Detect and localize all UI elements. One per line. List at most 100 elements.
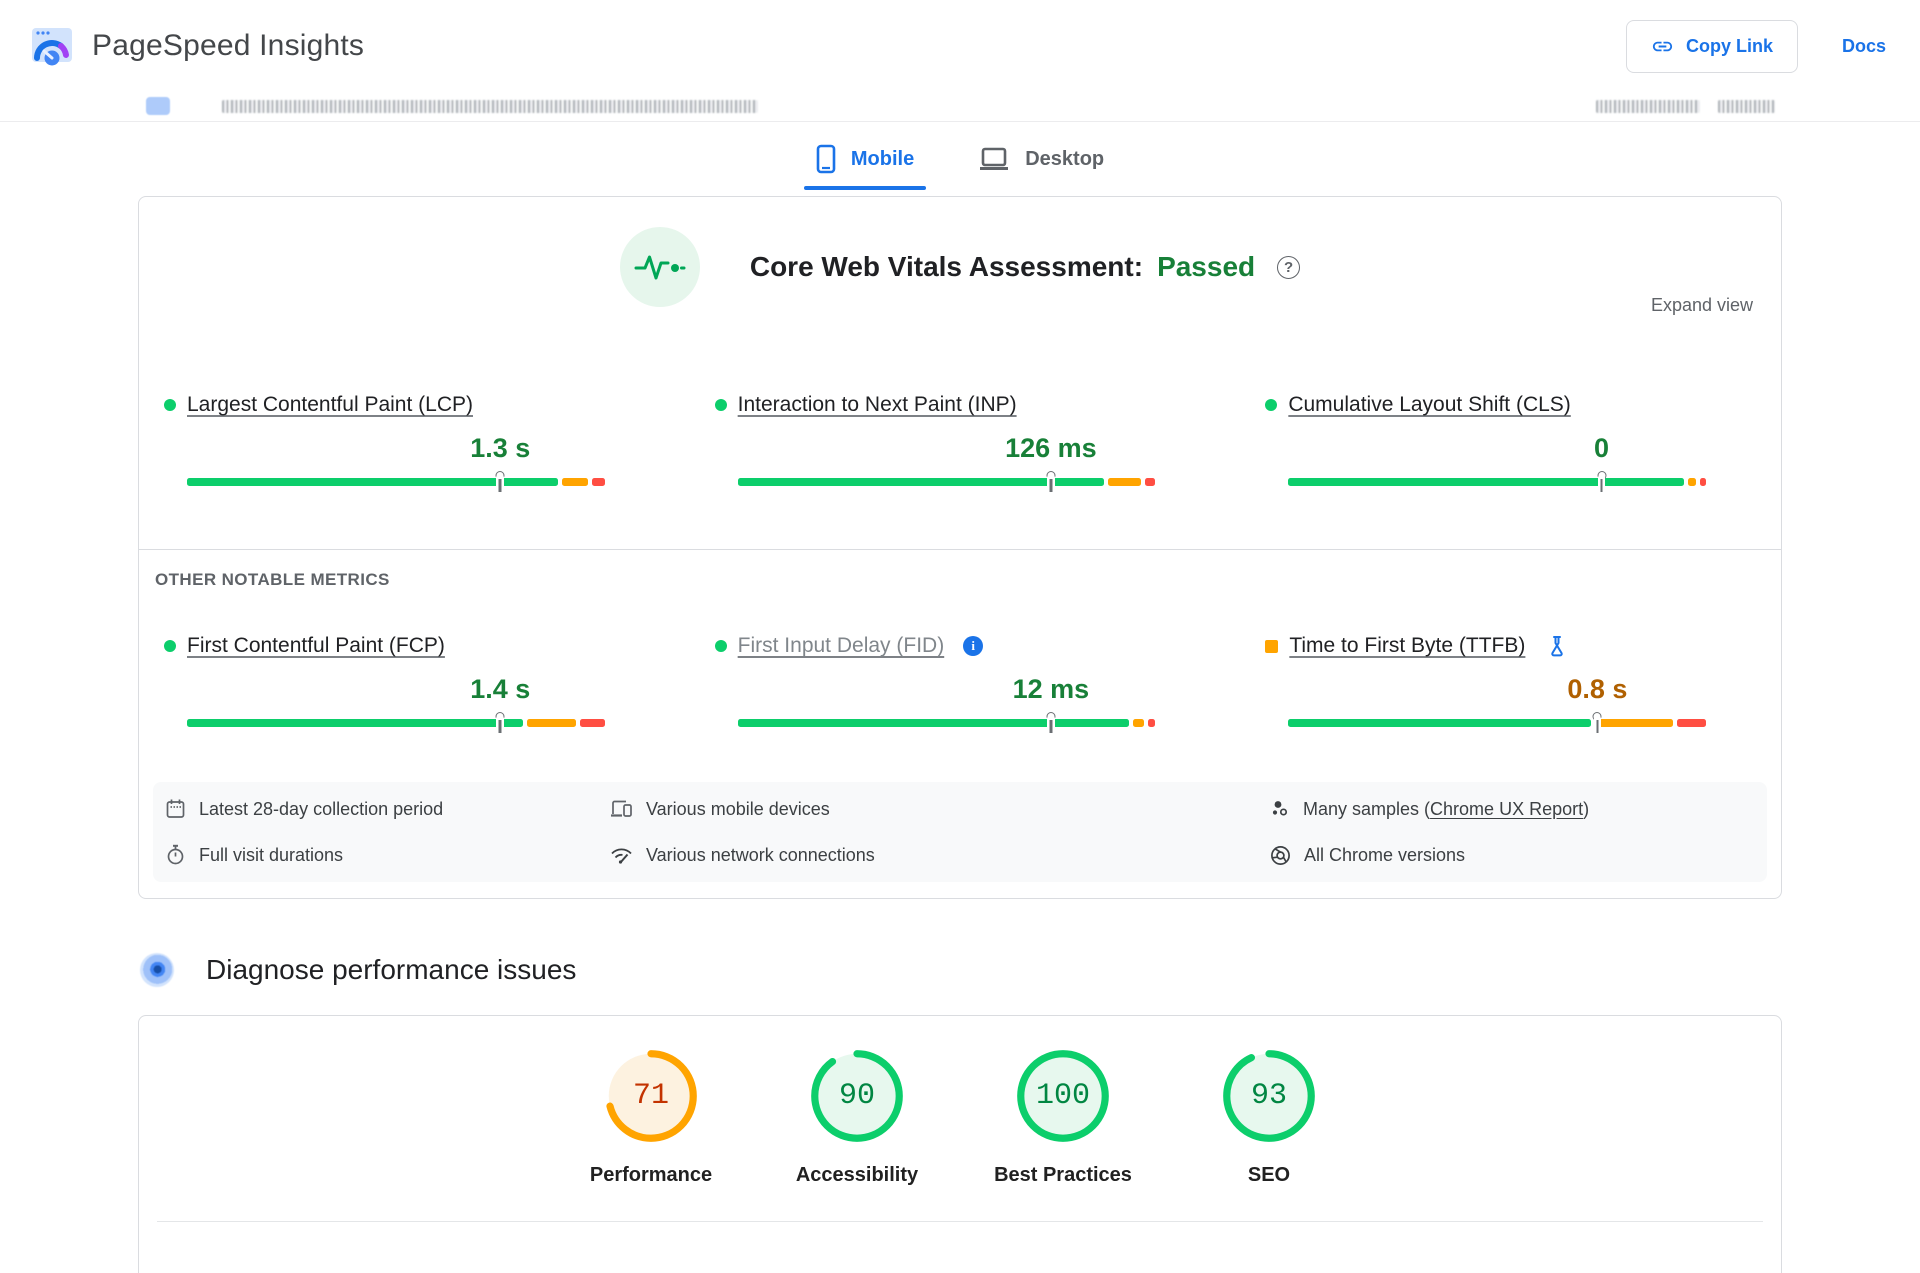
diagnose-heading: Diagnose performance issues: [206, 954, 577, 985]
devices-icon: [611, 800, 632, 817]
cwv-heading: Core Web Vitals Assessment:: [749, 251, 1144, 282]
samples-icon: [1272, 801, 1288, 816]
metric-cls-marker: [1597, 471, 1607, 492]
ttfb-experiment-flask-icon[interactable]: [1546, 634, 1568, 658]
desktop-laptop-icon: [978, 146, 1010, 172]
metric-fcp-bar: [187, 719, 605, 727]
performance-label: Performance: [589, 1164, 713, 1186]
cwv-pulse-icon: [619, 227, 700, 307]
tab-mobile[interactable]: Mobile: [798, 134, 932, 190]
note-chrome-versions: All Chrome versions: [1270, 844, 1767, 866]
redacted-url-text: [222, 100, 758, 113]
metric-fcp-value: 1.4 s: [470, 674, 531, 704]
gauge-seo[interactable]: 93 SEO: [1174, 1048, 1364, 1187]
metric-fid-bar: [737, 719, 1156, 727]
app-header: PageSpeed Insights Copy Link Docs: [0, 0, 1920, 92]
metric-lcp-value: 1.3 s: [470, 433, 531, 463]
seo-score: 93: [1250, 1079, 1287, 1113]
note-suffix: ): [1583, 798, 1590, 819]
metric-cls-bar: [1288, 478, 1706, 486]
note-text: All Chrome versions: [1304, 844, 1466, 865]
note-prefix: Many samples (: [1303, 798, 1431, 819]
stopwatch-icon: [167, 844, 184, 865]
metric-fid-link[interactable]: First Input Delay (FID): [737, 634, 945, 657]
expand-view-link[interactable]: Expand view: [1650, 295, 1753, 315]
metric-inp: Interaction to Next Paint (INP) 126 ms: [714, 393, 1156, 492]
pagespeed-logo-icon: [30, 25, 74, 67]
chrome-icon: [1271, 845, 1290, 865]
other-metrics-row: First Contentful Paint (FCP) 1.4 s First…: [139, 634, 1781, 733]
best-practices-score: 100: [1035, 1079, 1090, 1113]
gauge-performance[interactable]: 71 Performance: [556, 1048, 746, 1187]
clipped-url-row: [0, 92, 1920, 122]
gauge-accessibility[interactable]: 90 Accessibility: [762, 1048, 952, 1187]
metric-inp-value: 126 ms: [1005, 433, 1097, 463]
note-text: Full visit durations: [199, 844, 344, 865]
note-text: Various network connections: [646, 844, 875, 865]
metric-lcp-link[interactable]: Largest Contentful Paint (LCP): [187, 393, 473, 416]
copy-link-label: Copy Link: [1685, 35, 1773, 56]
metric-fid-marker: [1046, 712, 1056, 733]
tab-desktop[interactable]: Desktop: [960, 134, 1122, 190]
category-gauges: 71 Performance 90 Accessibility 100: [139, 1048, 1781, 1187]
metric-ttfb-marker: [1592, 712, 1602, 733]
metric-cls-link[interactable]: Cumulative Layout Shift (CLS): [1288, 393, 1571, 416]
note-mobile-devices: Various mobile devices: [610, 798, 1270, 820]
fcp-status-dot: [164, 640, 176, 652]
metric-lcp-marker: [495, 471, 505, 492]
url-favicon: [146, 97, 170, 115]
redacted-meta-text-2: [1718, 100, 1775, 113]
accessibility-score: 90: [838, 1079, 875, 1113]
brand[interactable]: PageSpeed Insights: [30, 25, 364, 67]
app-title: PageSpeed Insights: [92, 29, 365, 62]
help-icon[interactable]: ?: [1277, 255, 1301, 279]
metric-ttfb-bar: [1288, 719, 1706, 727]
note-text: Many samples (Chrome UX Report): [1303, 799, 1589, 820]
cwv-status: Passed: [1157, 251, 1256, 282]
seo-label: SEO: [1247, 1164, 1291, 1186]
diagnose-section-header: Diagnose performance issues: [140, 953, 1920, 987]
lighthouse-gauge-icon: [140, 953, 174, 987]
metric-inp-link[interactable]: Interaction to Next Paint (INP): [737, 393, 1017, 416]
metric-inp-bar: [737, 478, 1156, 486]
metric-fid-value: 12 ms: [1012, 674, 1090, 704]
data-collection-notes: Latest 28-day collection period Various …: [153, 782, 1767, 882]
note-visit-durations: Full visit durations: [165, 844, 610, 866]
ttfb-status-square: [1265, 639, 1279, 653]
metric-cls-value: 0: [1594, 433, 1610, 463]
device-tabs: Mobile Desktop: [0, 134, 1920, 190]
metrics-divider: [139, 549, 1781, 550]
link-icon: [1651, 35, 1674, 58]
note-collection-period: Latest 28-day collection period: [165, 798, 610, 820]
accessibility-label: Accessibility: [795, 1164, 919, 1186]
gauge-best-practices[interactable]: 100 Best Practices: [968, 1048, 1158, 1187]
cls-status-dot: [1265, 399, 1278, 411]
mobile-phone-icon: [816, 144, 836, 174]
lcp-status-dot: [164, 399, 176, 411]
crux-report-link[interactable]: Chrome UX Report: [1430, 798, 1584, 819]
metric-ttfb: Time to First Byte (TTFB) 0.8 s: [1265, 634, 1706, 733]
fid-info-icon[interactable]: i: [963, 636, 984, 656]
note-text: Latest 28-day collection period: [199, 798, 444, 819]
metric-fcp-marker: [495, 712, 505, 733]
core-web-vitals-card: Core Web Vitals Assessment: Passed ? Exp…: [138, 196, 1782, 899]
other-metrics-label: OTHER NOTABLE METRICS: [155, 570, 390, 589]
copy-link-button[interactable]: Copy Link: [1625, 19, 1798, 73]
metric-ttfb-link[interactable]: Time to First Byte (TTFB): [1289, 634, 1526, 657]
metric-cls: Cumulative Layout Shift (CLS) 0: [1265, 393, 1706, 492]
inp-status-dot: [714, 399, 727, 411]
metric-inp-marker: [1046, 471, 1056, 492]
metric-fcp-link[interactable]: First Contentful Paint (FCP): [187, 634, 445, 657]
note-text: Various mobile devices: [646, 798, 830, 819]
note-many-samples: Many samples (Chrome UX Report): [1270, 798, 1767, 820]
metric-lcp-bar: [187, 478, 605, 486]
note-network-connections: Various network connections: [610, 844, 1270, 866]
tab-mobile-label: Mobile: [850, 147, 915, 170]
docs-link[interactable]: Docs: [1841, 35, 1886, 56]
metric-fcp: First Contentful Paint (FCP) 1.4 s: [164, 634, 605, 733]
calendar-icon: [166, 799, 185, 818]
performance-score: 71: [632, 1079, 669, 1113]
redacted-meta-text: [1596, 100, 1700, 113]
fid-status-dot: [714, 640, 727, 652]
core-metrics-row: Largest Contentful Paint (LCP) 1.3 s Int…: [139, 393, 1781, 492]
